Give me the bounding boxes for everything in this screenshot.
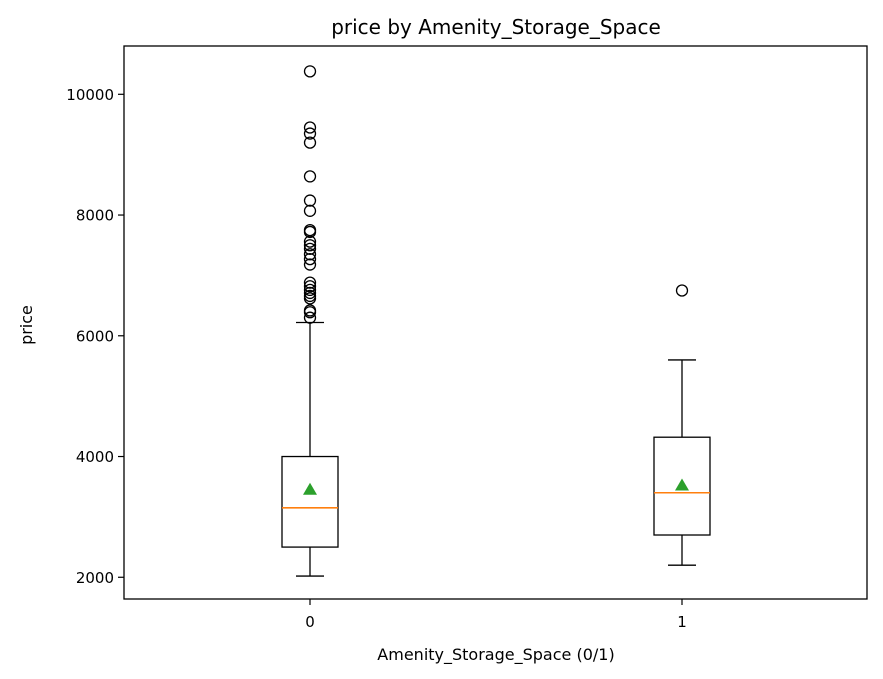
outlier-point	[303, 136, 317, 149]
outlier-point	[303, 248, 317, 261]
chart-title: price by Amenity_Storage_Space	[331, 15, 661, 39]
outlier-point	[303, 65, 317, 78]
box-series	[281, 65, 711, 577]
outlier-point	[303, 127, 317, 140]
y-axis-label: price	[17, 305, 36, 345]
y-tick-label: 10000	[66, 86, 114, 104]
outlier-point	[303, 252, 317, 266]
x-tick-label: 1	[677, 613, 687, 631]
outlier-point	[303, 311, 317, 324]
y-tick-label: 4000	[76, 448, 114, 466]
outlier-point	[303, 223, 317, 237]
y-tick-label: 2000	[76, 569, 114, 587]
outlier-point	[303, 242, 317, 255]
outlier-point	[303, 280, 317, 293]
x-axis-label: Amenity_Storage_Space (0/1)	[377, 645, 614, 665]
outlier-point	[303, 283, 317, 297]
y-axis: 2000 4000 6000 8000 10000	[66, 86, 124, 587]
outlier-point	[303, 276, 317, 289]
outlier-point	[303, 121, 317, 134]
outlier-point	[303, 286, 317, 300]
mean-marker	[303, 482, 317, 495]
box-group-1	[653, 284, 711, 566]
box-group-0	[281, 65, 339, 577]
outlier-point	[303, 289, 317, 303]
outlier-point	[303, 170, 317, 183]
outlier-point	[303, 204, 317, 217]
outlier-point	[303, 258, 317, 271]
y-tick-label: 6000	[76, 327, 114, 345]
plot-area-frame	[123, 45, 868, 600]
outlier-point	[675, 284, 689, 297]
outlier-point	[303, 304, 317, 317]
y-tick-label: 8000	[76, 207, 114, 225]
x-tick-label: 0	[305, 613, 315, 631]
outlier-point	[303, 239, 317, 252]
iqr-box	[653, 436, 711, 536]
outlier-point	[303, 194, 317, 207]
mean-marker	[675, 478, 689, 491]
iqr-box	[281, 455, 339, 548]
